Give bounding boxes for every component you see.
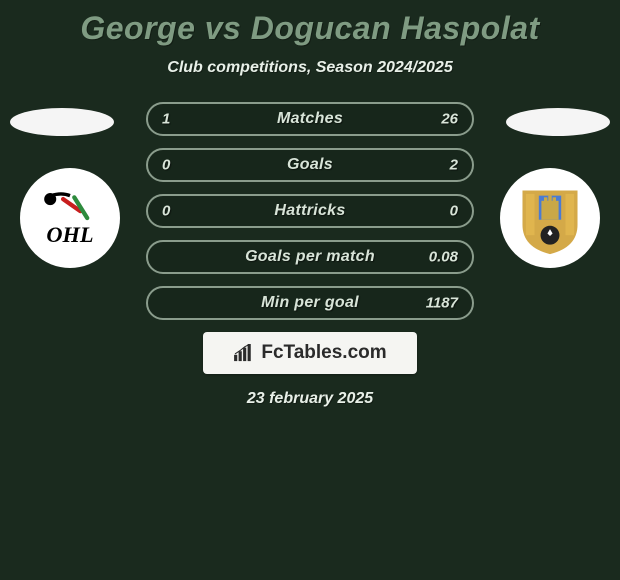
date-label: 23 february 2025: [0, 390, 620, 408]
stat-row-goals-per-match: Goals per match 0.08: [146, 240, 474, 274]
page-title: George vs Dogucan Haspolat: [0, 0, 620, 47]
right-club-badge: [500, 168, 600, 268]
stat-label: Goals: [287, 156, 333, 174]
right-player-photo: [506, 108, 610, 136]
stat-row-goals: 0 Goals 2: [146, 148, 474, 182]
stat-label: Min per goal: [261, 294, 359, 312]
stat-right-value: 0: [450, 203, 458, 220]
subtitle: Club competitions, Season 2024/2025: [0, 59, 620, 77]
stats-table: 1 Matches 26 0 Goals 2 0 Hattricks 0 Goa…: [146, 102, 474, 320]
left-player-photo: [10, 108, 114, 136]
stat-label: Matches: [277, 110, 343, 128]
branding-text: FcTables.com: [261, 342, 386, 364]
stat-right-value: 0.08: [429, 249, 458, 266]
stat-row-matches: 1 Matches 26: [146, 102, 474, 136]
branding-badge: FcTables.com: [203, 332, 417, 374]
ohl-logo-icon: OHL: [27, 175, 113, 261]
stat-right-value: 1187: [426, 295, 458, 312]
stat-left-value: 0: [162, 203, 170, 220]
stat-label: Hattricks: [274, 202, 345, 220]
left-club-badge: OHL: [20, 168, 120, 268]
stat-right-value: 26: [441, 111, 458, 128]
stat-row-hattricks: 0 Hattricks 0: [146, 194, 474, 228]
stat-label: Goals per match: [245, 248, 375, 266]
shield-badge-icon: [507, 175, 593, 261]
comparison-content: OHL 1 Matches 26: [0, 102, 620, 408]
svg-text:OHL: OHL: [46, 222, 93, 247]
stat-right-value: 2: [450, 157, 458, 174]
stat-left-value: 1: [162, 111, 170, 128]
stat-row-min-per-goal: Min per goal 1187: [146, 286, 474, 320]
chart-icon: [233, 344, 255, 362]
stat-left-value: 0: [162, 157, 170, 174]
